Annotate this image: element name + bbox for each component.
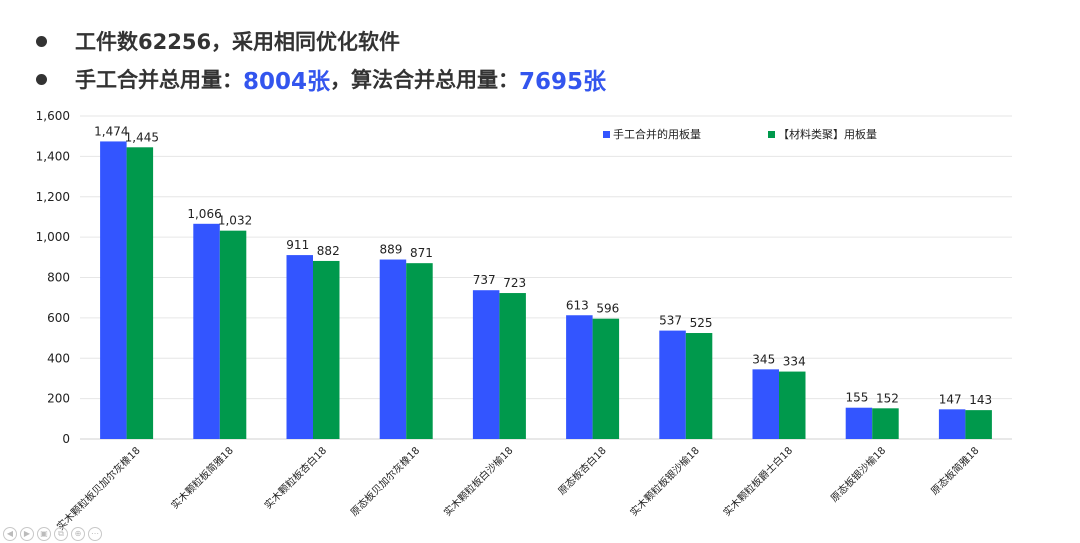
- bar-manual: [193, 223, 220, 439]
- data-label: 882: [317, 244, 340, 258]
- data-label: 737: [473, 273, 496, 287]
- bar-manual: [752, 369, 779, 439]
- bar-algorithm: [965, 410, 992, 439]
- algorithm-usage-value: 7695张: [519, 69, 607, 95]
- data-label: 1,474: [94, 124, 128, 138]
- bullet-dot-icon: [36, 35, 47, 47]
- y-tick-label: 200: [47, 392, 70, 406]
- bullet-workpiece-count: 工件数62256，采用相同优化软件: [36, 22, 606, 60]
- data-label: 537: [659, 314, 682, 328]
- x-tick-label: 原态板贝加尔灰橡18: [348, 444, 423, 519]
- data-label: 147: [939, 392, 962, 406]
- bar-algorithm: [872, 408, 899, 439]
- data-label: 525: [690, 316, 713, 330]
- bar-manual: [379, 259, 407, 439]
- bar-manual: [659, 330, 686, 439]
- x-tick-label: 原态板简雅18: [928, 444, 982, 498]
- y-tick-label: 600: [47, 311, 70, 325]
- x-tick-label: 实木颗粒板简雅18: [168, 444, 236, 512]
- y-tick-label: 1,400: [36, 149, 70, 163]
- legend-swatch: [768, 131, 775, 138]
- bar-algorithm: [219, 230, 247, 439]
- legend-label: 【材料类聚】用板量: [778, 127, 877, 141]
- bar-manual: [938, 409, 966, 439]
- manual-usage-prefix: 手工合并总用量：: [75, 68, 243, 92]
- data-label: 911: [286, 238, 309, 252]
- bar-algorithm: [499, 293, 526, 439]
- y-tick-label: 800: [47, 271, 70, 285]
- data-label: 1,032: [218, 214, 252, 228]
- x-tick-label: 原态板银沙榆18: [828, 444, 889, 505]
- bar-manual: [845, 407, 873, 439]
- bar-algorithm: [406, 263, 433, 439]
- data-label: 871: [410, 246, 433, 260]
- bullet-usage-comparison: 手工合并总用量： 8004张 ，算法合并总用量： 7695张: [36, 60, 606, 98]
- bar-manual: [472, 290, 500, 439]
- copy-slide-icon[interactable]: ⧉: [54, 527, 68, 541]
- data-label: 334: [783, 355, 806, 369]
- bar-algorithm: [779, 371, 806, 439]
- next-slide-icon[interactable]: ▶: [20, 527, 34, 541]
- algorithm-usage-prefix: ，算法合并总用量：: [330, 68, 520, 92]
- bullet-text: 工件数62256，采用相同优化软件: [75, 30, 401, 54]
- y-tick-label: 1,200: [36, 190, 70, 204]
- bar-algorithm: [685, 333, 713, 439]
- slide-view-icon[interactable]: ▣: [37, 527, 51, 541]
- data-label: 345: [752, 352, 775, 366]
- data-label: 155: [845, 391, 868, 405]
- x-tick-label: 实木颗粒板银沙榆18: [627, 444, 702, 519]
- legend-label: 手工合并的用板量: [613, 127, 701, 141]
- bar-manual: [566, 315, 593, 439]
- data-label: 1,445: [125, 130, 159, 144]
- x-tick-label: 实木颗粒板白沙榆18: [441, 444, 516, 519]
- slide-controls: ◀ ▶ ▣ ⧉ ⊕ ⋯: [3, 527, 102, 541]
- zoom-icon[interactable]: ⊕: [71, 527, 85, 541]
- more-options-icon[interactable]: ⋯: [88, 527, 102, 541]
- y-tick-label: 0: [62, 432, 70, 446]
- data-label: 613: [566, 298, 589, 312]
- y-tick-label: 1,000: [36, 230, 70, 244]
- x-tick-label: 实木颗粒板贝加尔灰橡18: [54, 444, 143, 533]
- bar-algorithm: [313, 260, 340, 439]
- bullet-dot-icon: [36, 73, 47, 85]
- x-tick-label: 实木颗粒板杏白18: [261, 444, 329, 512]
- x-tick-label: 原态板杏白18: [555, 444, 609, 498]
- bullet-list: 工件数62256，采用相同优化软件 手工合并总用量： 8004张 ，算法合并总用…: [36, 22, 606, 98]
- bar-algorithm: [126, 147, 154, 439]
- y-tick-label: 1,600: [36, 109, 70, 123]
- x-tick-label: 实木颗粒板爵士白18: [720, 444, 795, 519]
- data-label: 152: [876, 391, 899, 405]
- data-label: 143: [969, 393, 992, 407]
- bar-algorithm: [592, 318, 620, 439]
- y-tick-label: 400: [47, 351, 70, 365]
- data-label: 596: [596, 302, 619, 316]
- manual-usage-value: 8004张: [243, 69, 331, 95]
- prev-slide-icon[interactable]: ◀: [3, 527, 17, 541]
- data-label: 889: [379, 243, 402, 257]
- legend-swatch: [603, 131, 610, 138]
- bar-manual: [100, 141, 127, 439]
- data-label: 723: [503, 276, 526, 290]
- bar-manual: [286, 255, 313, 439]
- data-label: 1,066: [187, 207, 221, 221]
